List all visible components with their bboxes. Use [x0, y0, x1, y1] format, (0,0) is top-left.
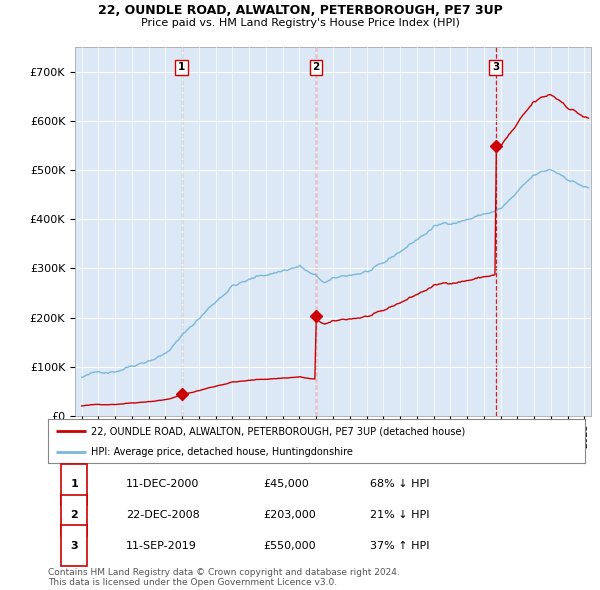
Text: 68% ↓ HPI: 68% ↓ HPI [370, 480, 430, 489]
Text: 2: 2 [70, 510, 78, 520]
Text: Contains HM Land Registry data © Crown copyright and database right 2024.
This d: Contains HM Land Registry data © Crown c… [48, 568, 400, 587]
Text: 11-DEC-2000: 11-DEC-2000 [126, 480, 199, 489]
Text: 3: 3 [71, 541, 78, 550]
Text: 37% ↑ HPI: 37% ↑ HPI [370, 541, 430, 550]
FancyBboxPatch shape [61, 494, 87, 536]
Text: 22-DEC-2008: 22-DEC-2008 [126, 510, 200, 520]
Text: Price paid vs. HM Land Registry's House Price Index (HPI): Price paid vs. HM Land Registry's House … [140, 18, 460, 28]
Text: 11-SEP-2019: 11-SEP-2019 [126, 541, 197, 550]
Text: £203,000: £203,000 [263, 510, 316, 520]
Text: 22, OUNDLE ROAD, ALWALTON, PETERBOROUGH, PE7 3UP: 22, OUNDLE ROAD, ALWALTON, PETERBOROUGH,… [98, 4, 502, 17]
Text: 22, OUNDLE ROAD, ALWALTON, PETERBOROUGH, PE7 3UP (detached house): 22, OUNDLE ROAD, ALWALTON, PETERBOROUGH,… [91, 427, 465, 436]
FancyBboxPatch shape [61, 464, 87, 505]
Text: 2: 2 [312, 63, 320, 73]
Text: 1: 1 [70, 480, 78, 489]
Text: 3: 3 [492, 63, 499, 73]
Text: HPI: Average price, detached house, Huntingdonshire: HPI: Average price, detached house, Hunt… [91, 447, 353, 457]
Text: 21% ↓ HPI: 21% ↓ HPI [370, 510, 430, 520]
FancyBboxPatch shape [61, 525, 87, 566]
Text: £550,000: £550,000 [263, 541, 316, 550]
Text: £45,000: £45,000 [263, 480, 308, 489]
Text: 1: 1 [178, 63, 185, 73]
